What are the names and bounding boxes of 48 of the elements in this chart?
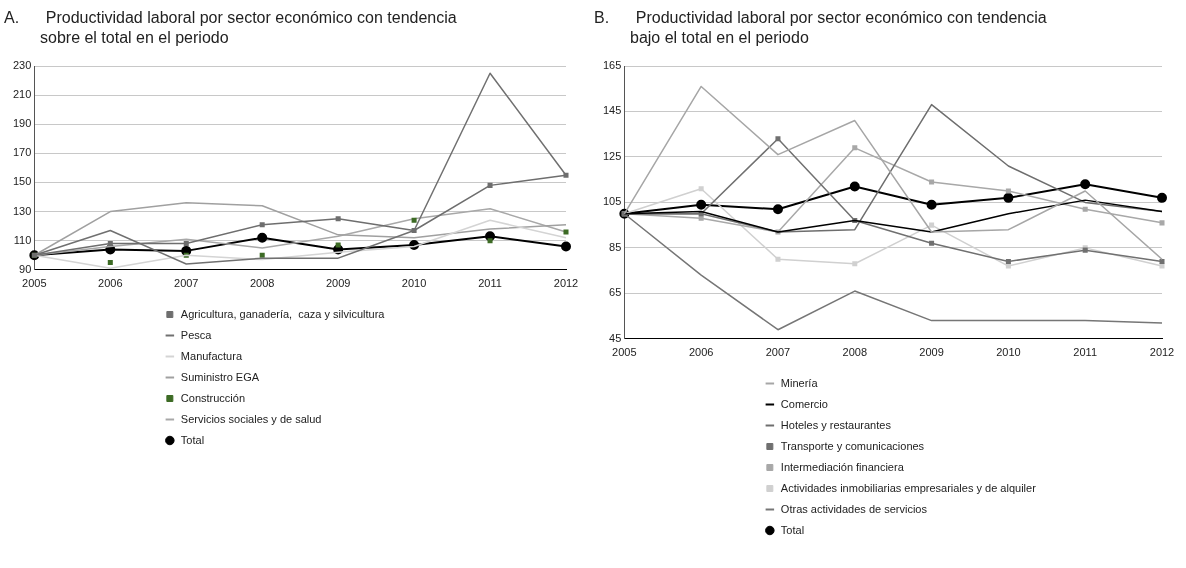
y-tick-label: 45 — [609, 331, 622, 344]
y-tick-label: 210 — [12, 88, 32, 101]
y-tick-label: 170 — [12, 146, 32, 159]
x-tick-label: 2012 — [1149, 346, 1175, 359]
x-tick-label: 2012 — [553, 277, 579, 290]
x-tick-label: 2011 — [478, 277, 502, 290]
x-tick-label: 2005 — [22, 277, 47, 290]
legend-label: Actividades inmobiliarias empresariales y de alquiler — [780, 481, 1037, 494]
x-tick-label: 2010 — [996, 346, 1021, 359]
legend-label: Intermediación financiera — [780, 460, 905, 473]
x-tick-label: 2009 — [919, 346, 944, 359]
legend-label: Minería — [780, 376, 819, 389]
x-tick-label: 2007 — [174, 277, 199, 290]
x-tick-label: 2005 — [612, 346, 637, 359]
x-tick-label: 2008 — [249, 277, 275, 290]
legend-label: Otras actividades de servicios — [780, 502, 928, 515]
legend-label: Construcción — [180, 391, 246, 404]
legend-label: Pesca — [180, 328, 213, 341]
legend-label: Total — [180, 433, 205, 446]
y-tick-label: 145 — [602, 104, 622, 117]
y-tick-label: 110 — [13, 233, 32, 246]
x-tick-label: 2007 — [765, 346, 791, 359]
y-tick-label: 65 — [609, 286, 622, 299]
x-tick-label: 2009 — [325, 277, 351, 290]
y-tick-label: 165 — [602, 59, 622, 72]
x-tick-label: 2006 — [98, 277, 123, 290]
y-tick-label: 90 — [19, 262, 32, 275]
legend-label: Servicios sociales y de salud — [180, 412, 322, 425]
chart-title: B. Productividad laboral por sector económico con tendencia bajo el total en el periodo — [594, 8, 1048, 48]
legend-label: Suministro EGA — [180, 370, 260, 383]
chart-title: A. Productividad laboral por sector económico con tendencia sobre el total en el periodo — [4, 8, 458, 48]
x-tick-label: 2006 — [688, 346, 714, 359]
y-tick-label: 125 — [602, 149, 622, 162]
y-tick-label: 85 — [609, 240, 622, 253]
x-tick-label: 2010 — [401, 277, 427, 290]
y-tick-label: 190 — [12, 117, 32, 130]
legend-label: Hoteles y restaurantes — [780, 418, 892, 431]
x-tick-label: 2008 — [842, 346, 868, 359]
legend-label: Manufactura — [180, 349, 243, 362]
legend-label: Agricultura, ganadería, caza y silvicultura — [180, 307, 386, 320]
legend-label: Comercio — [780, 397, 828, 410]
legend-label: Total — [780, 523, 805, 536]
y-tick-label: 150 — [12, 175, 32, 188]
legend-label: Transporte y comunicaciones — [780, 439, 925, 452]
y-tick-label: 105 — [602, 195, 622, 208]
x-tick-label: 2011 — [1073, 346, 1098, 359]
y-tick-label: 230 — [12, 59, 32, 72]
y-tick-label: 130 — [12, 204, 32, 217]
